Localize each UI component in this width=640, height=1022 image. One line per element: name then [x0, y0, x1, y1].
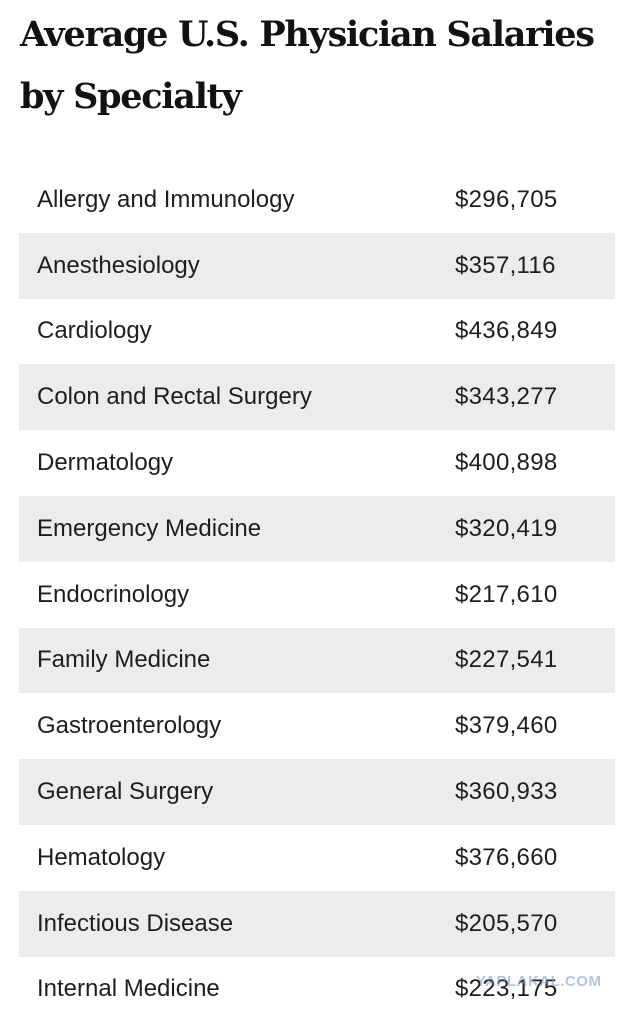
page-title: Average U.S. Physician Salaries by Speci…: [20, 14, 595, 117]
table-row: Cardiology $436,849: [19, 299, 615, 365]
salary-value: $357,116: [455, 251, 556, 279]
salary-value: $320,419: [455, 514, 558, 542]
specialty-name: Anesthesiology: [37, 251, 200, 279]
table-row: Infectious Disease $205,570: [19, 890, 615, 957]
specialty-name: Family Medicine: [37, 646, 211, 674]
specialty-name: Endocrinology: [37, 580, 190, 608]
specialty-name: Cardiology: [37, 317, 152, 345]
specialty-name: Hematology: [37, 843, 166, 871]
table-row: Allergy and Immunology $296,705: [19, 167, 615, 233]
salary-value: $223,175: [455, 975, 558, 1003]
table-row: Internal Medicine $223,175: [19, 957, 615, 1022]
table-row: General Surgery $360,933: [19, 759, 615, 825]
salary-value: $343,277: [455, 383, 558, 411]
specialty-name: Dermatology: [37, 449, 174, 477]
table-row: Anesthesiology $357,116: [19, 232, 615, 299]
specialty-name: Infectious Disease: [37, 909, 234, 937]
salary-value: $205,570: [455, 909, 558, 937]
salary-value: $379,460: [455, 712, 558, 740]
specialty-name: Allergy and Immunology: [37, 185, 295, 213]
specialty-name: Colon and Rectal Surgery: [37, 383, 312, 411]
salary-value: $296,705: [455, 185, 558, 213]
table-row: Family Medicine $227,541: [19, 627, 615, 694]
salary-value: $217,610: [455, 580, 558, 608]
specialty-name: Internal Medicine: [37, 975, 220, 1003]
specialty-name: Emergency Medicine: [37, 514, 262, 542]
table-row: Hematology $376,660: [19, 825, 615, 891]
specialty-name: General Surgery: [37, 778, 214, 806]
salary-value: $376,660: [455, 843, 558, 871]
salary-value: $360,933: [455, 778, 558, 806]
site-watermark: YAPLAKAL.COM: [476, 973, 602, 990]
salary-value: $400,898: [455, 449, 558, 477]
salary-value: $227,541: [455, 646, 558, 674]
table-row: Gastroenterology $379,460: [19, 693, 615, 759]
table-row: Emergency Medicine $320,419: [19, 495, 615, 562]
table-row: Endocrinology $217,610: [19, 562, 615, 628]
table-row: Dermatology $400,898: [19, 430, 615, 496]
table-row: Colon and Rectal Surgery $343,277: [19, 364, 615, 431]
salary-value: $436,849: [455, 317, 558, 345]
salary-table: Allergy and Immunology $296,705 Anesthes…: [19, 167, 615, 1022]
specialty-name: Gastroenterology: [37, 712, 222, 740]
